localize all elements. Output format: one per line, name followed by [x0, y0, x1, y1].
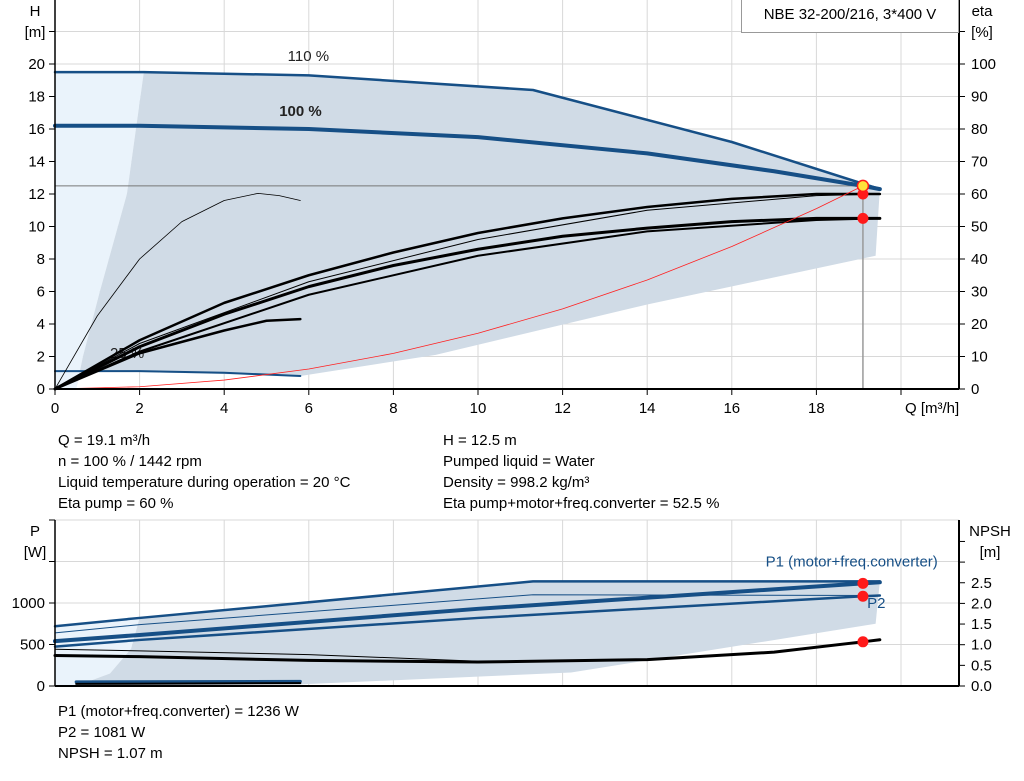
y-right-tick-label: 80	[971, 121, 988, 138]
operating-point	[857, 212, 869, 224]
y-right-tick-label: 2.5	[971, 575, 992, 592]
y-tick-label: 8	[37, 251, 45, 268]
pump-title: NBE 32-200/216, 3*400 V	[741, 0, 959, 33]
operating-range-area	[76, 72, 880, 389]
y-axis-title: H	[30, 3, 41, 20]
y-right-tick-label: 0.0	[971, 678, 992, 695]
operating-point	[857, 577, 869, 589]
series-line-6	[54, 648, 479, 662]
series-line-7	[53, 638, 882, 664]
series-line-3	[53, 594, 882, 648]
x-tick-label: 2	[135, 400, 143, 417]
series-label: P1 (motor+freq.converter)	[766, 553, 938, 570]
result-npsh: NPSH = 1.07 m	[58, 745, 163, 762]
y-right-tick-label: 30	[971, 284, 988, 301]
result-p2: P2 = 1081 W	[58, 724, 146, 741]
y-right-tick-label: 1.0	[971, 637, 992, 654]
series-line-5	[53, 216, 882, 391]
y-right-tick-label: 2.0	[971, 595, 992, 612]
operating-point	[857, 636, 869, 648]
y-right-axis-unit: [%]	[971, 24, 993, 41]
operating-range-area	[76, 581, 880, 686]
y-right-axis-title: eta	[972, 3, 994, 20]
series-line-4	[54, 193, 881, 390]
operating-point	[856, 179, 870, 193]
x-tick-label: 14	[639, 400, 656, 417]
series-line-3	[53, 192, 882, 391]
x-tick-label: 0	[51, 400, 59, 417]
results-left: Q = 19.1 m³/h n = 100 % / 1442 rpm Liqui…	[58, 430, 350, 514]
x-tick-label: 4	[220, 400, 228, 417]
operating-range-area	[55, 72, 144, 389]
y-axis-title: P	[30, 523, 40, 540]
series-line-2	[53, 580, 882, 644]
y-right-tick-label: 40	[971, 251, 988, 268]
y-right-tick-label: 1.5	[971, 616, 992, 633]
x-tick-label: 8	[389, 400, 397, 417]
x-tick-label: 18	[808, 400, 825, 417]
x-axis-label: Q [m³/h]	[905, 400, 959, 417]
results-bottom: P1 (motor+freq.converter) = 1236 W P2 = …	[58, 701, 299, 764]
series-line-5	[75, 682, 302, 685]
series-line-0	[53, 70, 882, 191]
series-line-9	[54, 185, 864, 390]
result-flow: Q = 19.1 m³/h	[58, 432, 151, 449]
y-tick-label: 6	[37, 284, 45, 301]
y-tick-label: 10	[28, 219, 45, 236]
x-tick-label: 10	[470, 400, 487, 417]
results-right: H = 12.5 m Pumped liquid = Water Density…	[443, 430, 719, 514]
y-right-tick-label: 10	[971, 349, 988, 366]
operating-point	[857, 590, 869, 602]
result-liquid-temperature: Liquid temperature during operation = 20…	[58, 474, 351, 491]
y-right-tick-label: 70	[971, 154, 988, 171]
series-line-8	[54, 192, 301, 390]
series-label: 110 %	[288, 48, 329, 65]
y-axis-unit: [m]	[25, 24, 46, 41]
result-density: Density = 998.2 kg/m³	[443, 474, 590, 491]
y-tick-label: 18	[28, 89, 45, 106]
y-right-tick-label: 60	[971, 186, 988, 203]
y-right-tick-label: 0	[971, 381, 979, 398]
y-right-axis-title: NPSH	[969, 523, 1011, 540]
y-tick-label: 500	[20, 637, 45, 654]
y-tick-label: 14	[28, 154, 45, 171]
y-right-tick-label: 100	[971, 56, 996, 73]
y-tick-label: 2	[37, 349, 45, 366]
y-right-tick-label: 50	[971, 219, 988, 236]
y-tick-label: 1000	[12, 595, 45, 612]
series-line-0	[53, 580, 882, 628]
y-axis-unit: [W]	[24, 544, 47, 561]
series-label: P2	[867, 595, 885, 612]
series-label: 100 %	[279, 103, 322, 120]
y-right-tick-label: 20	[971, 316, 988, 333]
y-tick-label: 0	[37, 381, 45, 398]
y-tick-label: 12	[28, 186, 45, 203]
x-tick-label: 6	[305, 400, 313, 417]
y-tick-label: 16	[28, 121, 45, 138]
y-right-tick-label: 90	[971, 89, 988, 106]
y-tick-label: 0	[37, 678, 45, 695]
result-p1: P1 (motor+freq.converter) = 1236 W	[58, 703, 299, 720]
result-eta-pump: Eta pump = 60 %	[58, 495, 174, 512]
series-line-1	[53, 123, 882, 192]
y-right-tick-label: 0.5	[971, 657, 992, 674]
y-tick-label: 4	[37, 316, 45, 333]
series-line-7	[53, 317, 302, 391]
result-eta-total: Eta pump+motor+freq.converter = 52.5 %	[443, 495, 720, 512]
y-tick-label: 20	[28, 56, 45, 73]
y-right-axis-unit: [m]	[980, 544, 1001, 561]
x-tick-label: 12	[554, 400, 571, 417]
series-line-6	[54, 217, 881, 390]
result-head: H = 12.5 m	[443, 432, 517, 449]
result-pumped-liquid: Pumped liquid = Water	[443, 453, 595, 470]
x-tick-label: 16	[723, 400, 740, 417]
result-speed: n = 100 % / 1442 rpm	[58, 453, 202, 470]
